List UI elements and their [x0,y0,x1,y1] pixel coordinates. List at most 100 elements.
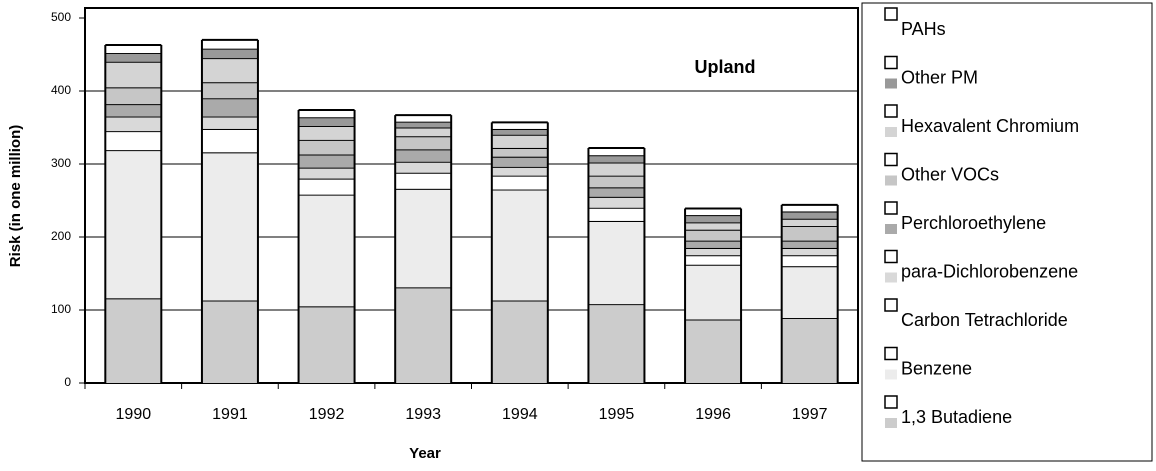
bar-segment [105,104,162,117]
bar-segment [298,117,355,127]
bar-segment [105,87,162,105]
y-tick-label: 100 [51,302,71,316]
bar-segment [685,319,742,383]
bar-segment [395,121,452,128]
legend-label: Hexavalent Chromium [901,116,1079,136]
bar-segment [781,266,838,319]
x-tick-label: 1996 [695,406,731,423]
legend-swatch [885,321,897,331]
bar-segment [588,196,645,208]
bar-segment [298,154,355,168]
bar-segment [781,247,838,256]
bar-segment [298,126,355,140]
bar-segment [201,128,258,153]
bar-segment [395,127,452,137]
bar-segment [201,98,258,117]
y-tick-label: 300 [51,156,71,170]
legend-swatch [885,30,897,40]
bar-segment [201,152,258,301]
bar-segment [201,300,258,383]
bar-segment [781,218,838,227]
bar-segment [298,178,355,195]
bar-segment [588,147,645,156]
legend-label: Benzene [901,358,972,378]
bar-segment [105,298,162,383]
legend-label: PAHs [901,19,946,39]
legend-swatch [885,272,897,283]
bar-segment [685,229,742,241]
legend-marker [884,152,898,167]
bar-segment [201,116,258,129]
bar-segment [685,222,742,230]
legend-label: Other VOCs [901,164,999,184]
bar-segment [201,48,258,59]
x-tick-label: 1993 [405,406,441,423]
bar-segment [685,208,742,216]
legend-box [861,2,1153,462]
bar-segment [201,39,258,49]
bar-segment [685,215,742,223]
bar-segment [588,304,645,383]
bar-segment [491,128,548,135]
legend-swatch [885,175,897,186]
bar-segment [105,61,162,88]
y-tick-label: 200 [51,229,71,243]
bar-segment [298,167,355,179]
bar-segment [298,194,355,307]
bar-segment [105,53,162,62]
legend-marker [884,249,898,264]
legend-label: 1,3 Butadiene [901,407,1012,427]
bar-segment [588,155,645,163]
bar-segment [105,45,162,54]
x-axis-label: Year [409,445,441,462]
bar-segment [781,255,838,267]
bar-segment [781,211,838,219]
legend-label: para-Dichlorobenzene [901,261,1078,281]
bar-segment [105,116,162,132]
legend-swatch [885,369,897,380]
legend-swatch [885,127,897,137]
bar-segment [491,189,548,301]
bar-segment [395,188,452,288]
y-tick-label: 500 [51,10,71,24]
bar-segment [781,204,838,212]
legend-label: Perchloroethylene [901,213,1046,233]
bar-segment [298,306,355,383]
bar-segment [395,136,452,150]
bar-segment [588,162,645,176]
legend-swatch [885,224,897,234]
legend-swatch [885,418,897,428]
y-axis-label: Risk (in one million) [7,125,24,268]
bar-segment [588,187,645,197]
bar-segment [395,287,452,383]
bar-segment [685,255,742,265]
legend-marker [884,7,898,21]
bar-segment [781,226,838,241]
bar-segment [491,134,548,148]
x-tick-label: 1997 [792,406,828,423]
bar-segment [201,82,258,99]
legend-marker [884,298,898,312]
bar-segment [491,147,548,157]
y-tick-label: 0 [64,375,71,389]
bar-segment [685,240,742,248]
bar-segment [491,156,548,167]
legend-marker [884,395,898,409]
bar-segment [588,175,645,188]
x-tick-label: 1991 [212,406,248,423]
legend-label: Carbon Tetrachloride [901,310,1068,330]
legend-marker [884,55,898,70]
x-tick-label: 1995 [599,406,635,423]
x-tick-label: 1994 [502,406,538,423]
legend-label: Other PM [901,67,978,87]
bar-segment [685,247,742,256]
legend-marker [884,104,898,118]
bar-segment [395,161,452,173]
x-tick-label: 1990 [116,406,152,423]
legend-marker [884,346,898,361]
bar-segment [298,109,355,118]
bar-segment [781,240,838,248]
y-tick-label: 400 [51,83,71,97]
legend-swatch [885,78,897,89]
